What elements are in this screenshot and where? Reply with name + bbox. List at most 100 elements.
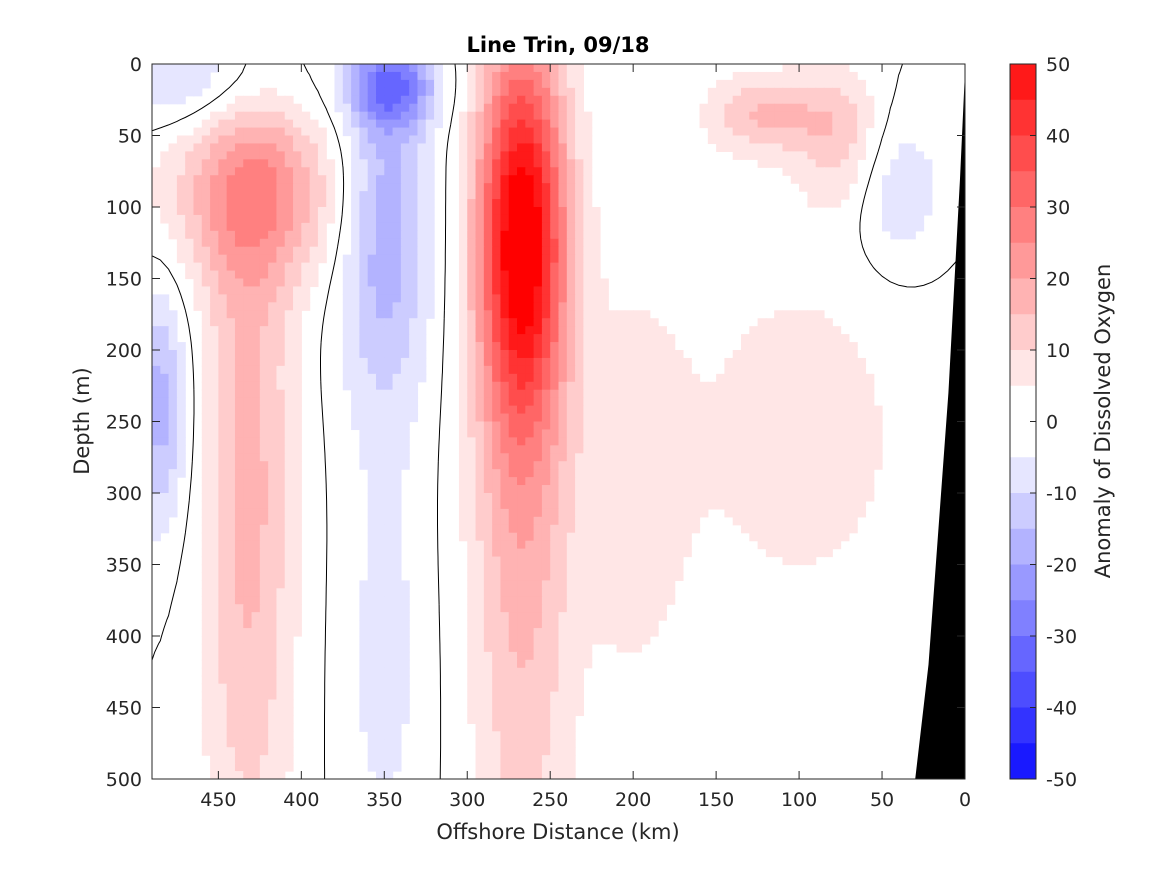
anomaly-cell: [342, 342, 352, 351]
anomaly-cell: [359, 254, 369, 264]
anomaly-cell: [566, 620, 576, 629]
anomaly-cell: [774, 453, 784, 462]
anomaly-cell: [649, 469, 659, 478]
anomaly-cell: [210, 246, 219, 256]
anomaly-cell: [251, 548, 261, 558]
anomaly-cell: [359, 397, 369, 407]
anomaly-cell: [840, 357, 850, 367]
anomaly-cell: [492, 485, 502, 494]
anomaly-cell: [517, 397, 526, 407]
anomaly-cell: [525, 429, 535, 438]
anomaly-cell: [251, 183, 261, 192]
anomaly-cell: [799, 365, 808, 375]
anomaly-cell: [608, 461, 618, 470]
anomaly-cell: [259, 238, 269, 248]
anomaly-cell: [517, 350, 526, 359]
anomaly-cell: [475, 461, 485, 470]
anomaly-cell: [500, 111, 510, 121]
anomaly-cell: [575, 628, 584, 637]
anomaly-cell: [525, 707, 535, 717]
anomaly-cell: [409, 175, 419, 184]
anomaly-cell: [624, 524, 634, 534]
anomaly-cell: [550, 596, 560, 605]
anomaly-cell: [384, 564, 394, 574]
anomaly-cell: [417, 87, 427, 97]
anomaly-cell: [251, 524, 261, 534]
anomaly-cell: [251, 699, 261, 709]
anomaly-cell: [467, 79, 477, 89]
anomaly-cell: [400, 445, 410, 454]
anomaly-cell: [707, 127, 717, 137]
anomaly-cell: [392, 763, 402, 772]
plot-area: [152, 64, 965, 779]
anomaly-cell: [624, 373, 634, 383]
anomaly-cell: [201, 699, 211, 709]
anomaly-cell: [575, 461, 584, 470]
anomaly-cell: [508, 453, 518, 462]
anomaly-cell: [185, 230, 195, 240]
anomaly-cell: [210, 659, 219, 669]
anomaly-cell: [500, 270, 510, 280]
anomaly-cell: [624, 636, 634, 645]
anomaly-cell: [458, 350, 468, 359]
anomaly-cell: [757, 342, 767, 351]
anomaly-cell: [799, 405, 808, 415]
anomaly-cell: [765, 71, 775, 81]
anomaly-cell: [210, 540, 219, 550]
anomaly-cell: [790, 516, 800, 526]
anomaly-cell: [251, 262, 261, 272]
anomaly-cell: [566, 342, 576, 351]
anomaly-cell: [492, 389, 502, 399]
anomaly-cell: [392, 381, 402, 391]
anomaly-cell: [168, 381, 178, 391]
anomaly-cell: [392, 373, 402, 383]
anomaly-cell: [517, 191, 526, 200]
anomaly-cell: [492, 429, 502, 438]
anomaly-cell: [226, 604, 236, 613]
anomaly-cell: [558, 548, 568, 558]
anomaly-cell: [276, 532, 286, 542]
anomaly-cell: [268, 500, 278, 510]
anomaly-cell: [575, 493, 584, 502]
anomaly-cell: [276, 397, 286, 407]
anomaly-cell: [724, 477, 734, 486]
anomaly-cell: [633, 461, 643, 470]
anomaly-cell: [392, 604, 402, 613]
anomaly-cell: [823, 381, 833, 391]
anomaly-cell: [168, 357, 178, 367]
anomaly-cell: [840, 111, 850, 121]
anomaly-cell: [815, 318, 825, 327]
anomaly-cell: [367, 445, 377, 454]
anomaly-cell: [649, 318, 659, 327]
anomaly-cell: [210, 691, 219, 701]
anomaly-cell: [359, 453, 369, 462]
anomaly-cell: [492, 286, 502, 295]
anomaly-cell: [525, 87, 535, 97]
anomaly-cell: [234, 659, 244, 669]
anomaly-cell: [848, 127, 858, 137]
anomaly-cell: [541, 326, 551, 335]
anomaly-cell: [243, 214, 253, 224]
anomaly-cell: [782, 508, 792, 518]
x-axis-label: Offshore Distance (km): [436, 820, 679, 844]
anomaly-cell: [392, 659, 402, 669]
anomaly-cell: [176, 357, 186, 367]
anomaly-cell: [873, 437, 883, 446]
anomaly-cell: [558, 683, 568, 693]
anomaly-cell: [251, 199, 261, 208]
anomaly-cell: [475, 222, 485, 232]
anomaly-cell: [301, 286, 311, 295]
anomaly-cell: [384, 135, 394, 145]
anomaly-cell: [276, 628, 286, 637]
anomaly-cell: [234, 159, 244, 168]
anomaly-cell: [210, 699, 219, 709]
anomaly-cell: [218, 588, 228, 597]
anomaly-cell: [815, 119, 825, 129]
anomaly-cell: [301, 262, 311, 272]
anomaly-cell: [467, 342, 477, 351]
anomaly-cell: [641, 437, 651, 446]
anomaly-cell: [691, 445, 701, 454]
anomaly-cell: [176, 199, 186, 208]
anomaly-cell: [276, 175, 286, 184]
anomaly-cell: [243, 246, 253, 256]
